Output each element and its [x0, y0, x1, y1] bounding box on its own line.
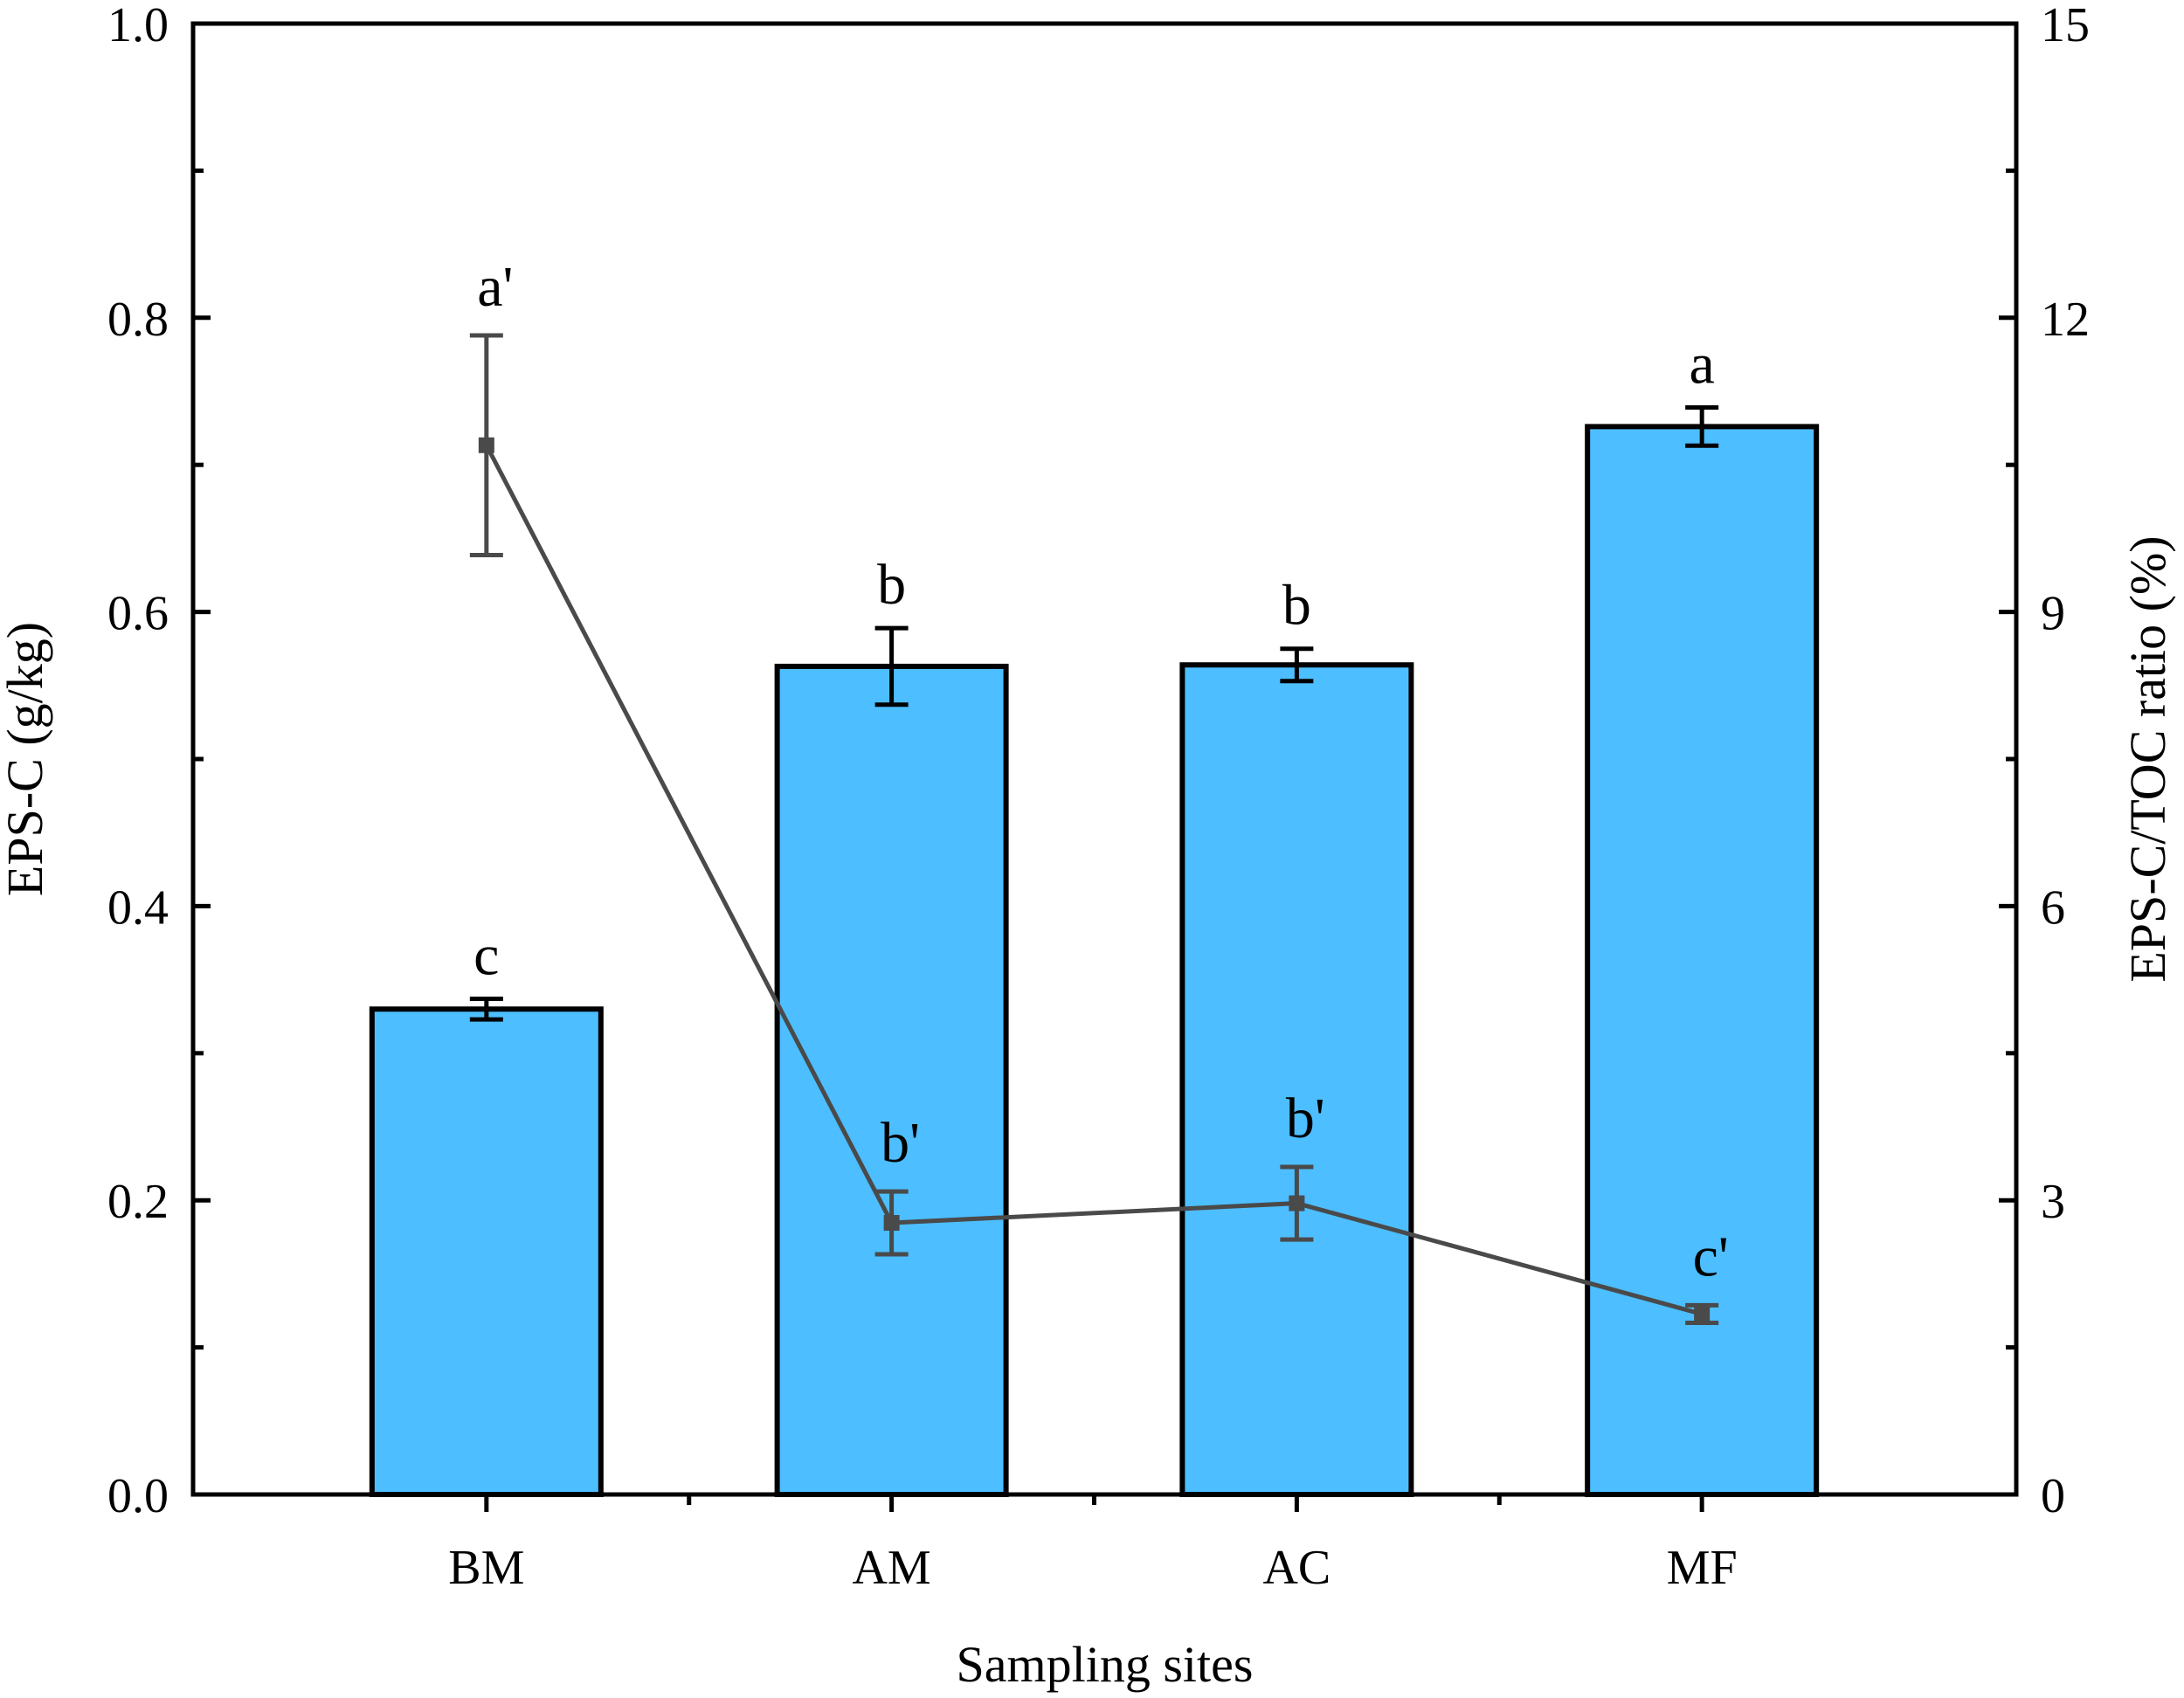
ratio-point-AM [883, 1215, 900, 1232]
bar-MF [1585, 424, 1820, 1497]
right-axis-title: EPS-C/TOC ratio (%) [2119, 535, 2176, 982]
ratio-significance-letter: a' [477, 255, 513, 319]
left-tick-label: 0.6 [107, 587, 169, 641]
ratio-significance-letter: b' [1286, 1087, 1325, 1150]
ratio-significance-letter: c' [1693, 1225, 1729, 1288]
x-tick-label-MF: MF [1667, 1541, 1738, 1595]
right-tick-label: 15 [2041, 0, 2090, 52]
x-axis-title: Sampling sites [957, 1636, 1254, 1693]
left-tick-label: 0.2 [107, 1175, 169, 1229]
right-tick-label: 12 [2041, 293, 2090, 347]
bars-layer [369, 405, 1820, 1497]
bar-significance-letter: b [1282, 574, 1311, 638]
left-axis-title: EPS-C (g/kg) [0, 622, 53, 896]
bar-BM [369, 1006, 604, 1497]
ratio-point-MF [1694, 1306, 1711, 1322]
bar-AC [1179, 662, 1414, 1497]
right-tick-label: 9 [2041, 587, 2065, 641]
bar-significance-letter: a [1690, 333, 1715, 397]
ratio-significance-letter: b' [881, 1111, 920, 1175]
left-tick-label: 0.4 [107, 880, 169, 935]
bar-AM [774, 663, 1009, 1497]
ratio-point-AC [1289, 1195, 1305, 1211]
ratio-series-line [484, 444, 1703, 1316]
left-tick-label: 0.8 [107, 293, 169, 347]
line-layer [469, 333, 1719, 1326]
right-tick-label: 0 [2041, 1469, 2065, 1523]
left-tick-label: 0.0 [107, 1469, 169, 1523]
right-tick-label: 6 [2041, 880, 2065, 935]
x-tick-label-BM: BM [448, 1541, 524, 1595]
bar-significance-letter: b [877, 553, 906, 617]
labels-layer: c b b a a' b' b' c' Sampling sites EPS-C (g/kg) EP… [0, 255, 2176, 1693]
axes-layer: 0.0 0.2 0.4 0.6 0.8 1.0 0 3 6 9 12 15 BM AM AC MF [107, 0, 2090, 1595]
bar-significance-letter: c [473, 923, 499, 987]
ratio-point-BM [478, 437, 494, 453]
right-tick-label: 3 [2041, 1175, 2065, 1229]
x-tick-label-AC: AC [1262, 1541, 1330, 1595]
left-tick-label: 1.0 [107, 0, 169, 52]
x-tick-label-AM: AM [852, 1541, 930, 1595]
